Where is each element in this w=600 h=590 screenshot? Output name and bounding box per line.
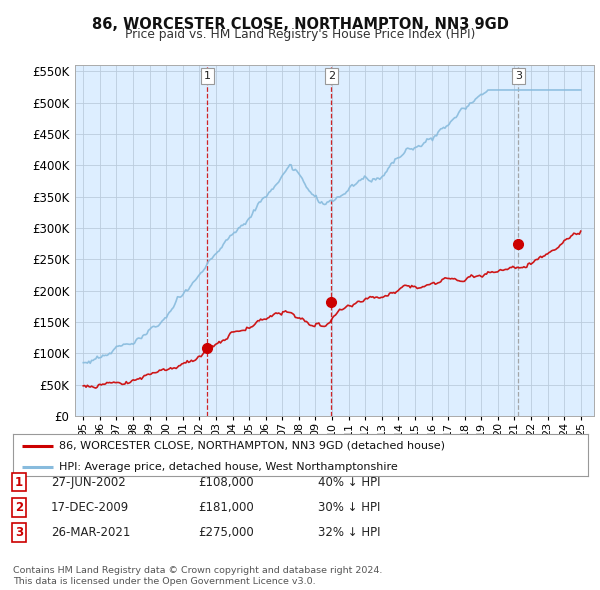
- Text: 86, WORCESTER CLOSE, NORTHAMPTON, NN3 9GD (detached house): 86, WORCESTER CLOSE, NORTHAMPTON, NN3 9G…: [59, 441, 445, 451]
- Text: 2: 2: [328, 71, 335, 81]
- Text: 30% ↓ HPI: 30% ↓ HPI: [318, 501, 380, 514]
- Text: £275,000: £275,000: [198, 526, 254, 539]
- Text: 1: 1: [15, 476, 23, 489]
- Text: HPI: Average price, detached house, West Northamptonshire: HPI: Average price, detached house, West…: [59, 462, 398, 472]
- Text: 26-MAR-2021: 26-MAR-2021: [51, 526, 130, 539]
- Text: 40% ↓ HPI: 40% ↓ HPI: [318, 476, 380, 489]
- Text: £181,000: £181,000: [198, 501, 254, 514]
- Text: This data is licensed under the Open Government Licence v3.0.: This data is licensed under the Open Gov…: [13, 577, 316, 586]
- Text: 3: 3: [515, 71, 522, 81]
- Text: 17-DEC-2009: 17-DEC-2009: [51, 501, 129, 514]
- Text: 86, WORCESTER CLOSE, NORTHAMPTON, NN3 9GD: 86, WORCESTER CLOSE, NORTHAMPTON, NN3 9G…: [92, 17, 508, 31]
- Text: £108,000: £108,000: [198, 476, 254, 489]
- Text: Contains HM Land Registry data © Crown copyright and database right 2024.: Contains HM Land Registry data © Crown c…: [13, 566, 383, 575]
- Text: 3: 3: [15, 526, 23, 539]
- Text: 27-JUN-2002: 27-JUN-2002: [51, 476, 126, 489]
- Text: 32% ↓ HPI: 32% ↓ HPI: [318, 526, 380, 539]
- Text: Price paid vs. HM Land Registry's House Price Index (HPI): Price paid vs. HM Land Registry's House …: [125, 28, 475, 41]
- Text: 2: 2: [15, 501, 23, 514]
- Text: 1: 1: [204, 71, 211, 81]
